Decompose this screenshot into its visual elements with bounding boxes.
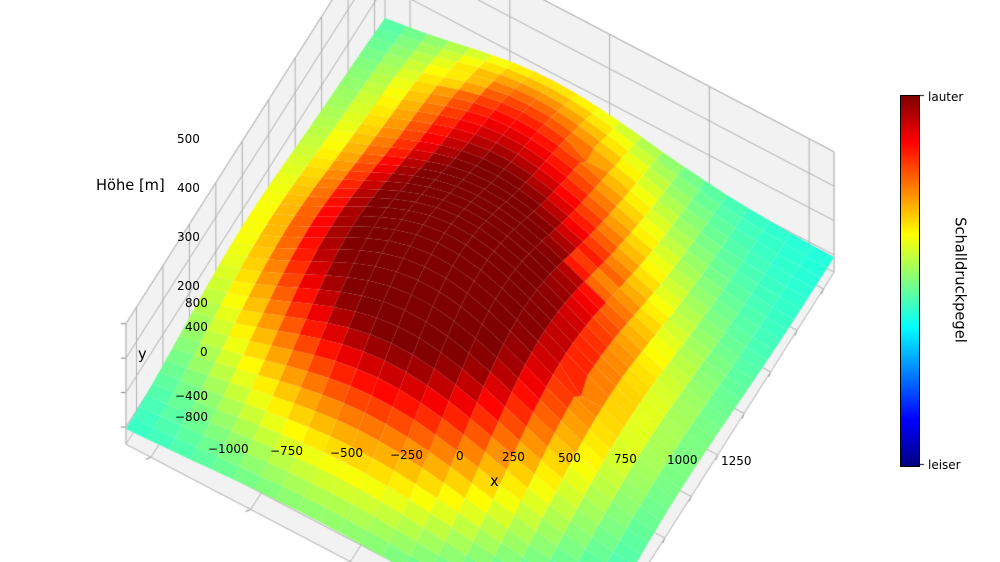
figure: Höhe [m] y x 200 300 400 500 −800 −400 0… [0, 0, 1000, 562]
x-tick-0: 0 [456, 449, 464, 463]
colorbar-tick-top: lauter [928, 90, 963, 104]
y-tick--800: −800 [175, 410, 208, 424]
z-axis-label: Höhe [m] [96, 177, 165, 194]
z-tick-300: 300 [177, 230, 200, 244]
x-tick--250: −250 [390, 448, 423, 462]
x-tick-1000: 1000 [667, 453, 698, 467]
x-axis-label: x [490, 473, 499, 490]
z-tick-500: 500 [177, 132, 200, 146]
x-tick--500: −500 [330, 446, 363, 460]
x-tick-750: 750 [614, 452, 637, 466]
x-tick--1000: −1000 [208, 442, 249, 456]
y-tick-0: 0 [200, 345, 208, 359]
y-tick--400: −400 [175, 389, 208, 403]
x-tick-1250: 1250 [721, 454, 752, 468]
x-tick-500: 500 [558, 451, 581, 465]
surface-plot-3d [0, 0, 1000, 562]
y-axis-label: y [138, 346, 147, 363]
colorbar-axis-label: Schalldruckpegel [952, 217, 969, 343]
y-tick-800: 800 [185, 296, 208, 310]
x-tick--750: −750 [270, 444, 303, 458]
x-tick-250: 250 [502, 450, 525, 464]
y-tick-400: 400 [185, 320, 208, 334]
z-tick-400: 400 [177, 181, 200, 195]
colorbar [900, 95, 920, 467]
colorbar-tick-bottom: leiser [928, 458, 961, 472]
z-tick-200: 200 [177, 279, 200, 293]
